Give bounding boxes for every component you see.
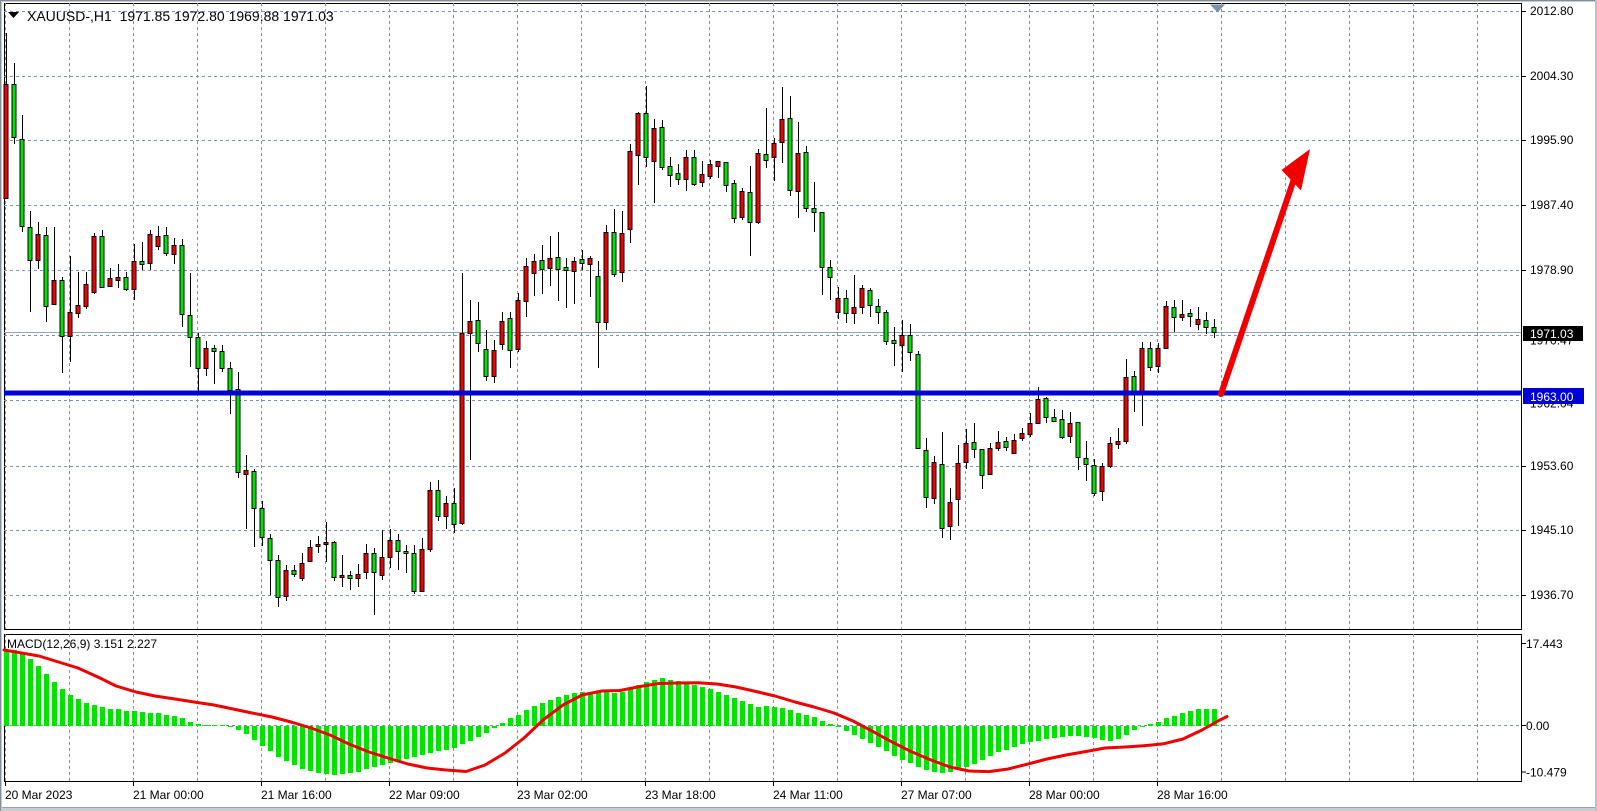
svg-text:1945.10: 1945.10 <box>1530 523 1574 537</box>
svg-text:23 Mar 18:00: 23 Mar 18:00 <box>645 788 716 802</box>
svg-text:0.00: 0.00 <box>1526 719 1550 733</box>
svg-text:21 Mar 00:00: 21 Mar 00:00 <box>133 788 204 802</box>
svg-text:22 Mar 09:00: 22 Mar 09:00 <box>389 788 460 802</box>
svg-text:27 Mar 07:00: 27 Mar 07:00 <box>901 788 972 802</box>
svg-text:XAUUSD-,H1 1971.85 1972.80 19: XAUUSD-,H1 1971.85 1972.80 1969.88 1971.… <box>27 8 334 24</box>
svg-text:1971.03: 1971.03 <box>1530 327 1574 341</box>
svg-text:MACD(12,26,9) 3.151 2.227: MACD(12,26,9) 3.151 2.227 <box>7 637 157 651</box>
svg-text:1953.60: 1953.60 <box>1530 459 1574 473</box>
svg-text:1963.00: 1963.00 <box>1530 390 1574 404</box>
svg-text:-10.479: -10.479 <box>1526 766 1567 780</box>
svg-text:21 Mar 16:00: 21 Mar 16:00 <box>261 788 332 802</box>
svg-text:17.443: 17.443 <box>1526 637 1563 651</box>
svg-text:24 Mar 11:00: 24 Mar 11:00 <box>773 788 843 802</box>
svg-text:2012.80: 2012.80 <box>1530 4 1574 18</box>
svg-text:1936.70: 1936.70 <box>1530 588 1574 602</box>
svg-text:1987.40: 1987.40 <box>1530 198 1574 212</box>
svg-text:20 Mar 2023: 20 Mar 2023 <box>5 788 73 802</box>
svg-text:23 Mar 02:00: 23 Mar 02:00 <box>517 788 588 802</box>
svg-text:28 Mar 16:00: 28 Mar 16:00 <box>1157 788 1228 802</box>
svg-text:1995.90: 1995.90 <box>1530 133 1574 147</box>
svg-text:2004.30: 2004.30 <box>1530 69 1574 83</box>
svg-text:1978.90: 1978.90 <box>1530 263 1574 277</box>
svg-text:28 Mar 00:00: 28 Mar 00:00 <box>1029 788 1100 802</box>
